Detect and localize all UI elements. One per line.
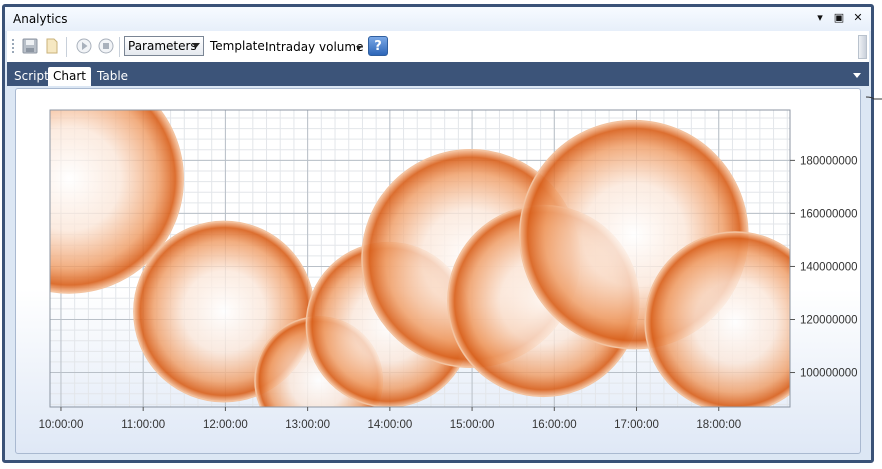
close-icon[interactable]: ✕ [853,11,863,24]
chart-panel: 10:00:00 11:00:00 12:00:00 13:00:00 14:00:00… [15,88,861,454]
toolbar-separator [119,37,120,57]
template-dropdown[interactable]: Intraday volume [265,40,364,54]
tab-menu-icon[interactable] [853,73,861,78]
y-tick-label: 120000000 [800,314,858,326]
analytics-window: Analytics ▾ ▣ ✕ Parameters [2,4,874,463]
parameters-label: Parameters [128,39,197,53]
tab-strip: Script Chart Table [7,62,869,86]
tab-chart[interactable]: Chart [48,67,91,86]
title-bar: Analytics ▾ ▣ ✕ [5,7,871,31]
help-button[interactable]: ? [368,36,388,56]
bubble-point [644,231,790,407]
x-tick-label: 10:00:00 [39,419,84,431]
x-tick-label: 12:00:00 [203,419,248,431]
bubble-chart: 10:00:00 11:00:00 12:00:00 13:00:00 14:00:00… [39,109,858,431]
template-label: Template: [210,39,269,53]
parameters-dropdown[interactable]: Parameters [124,36,204,56]
save-icon[interactable] [21,37,39,55]
toolbar: Parameters Template: Intraday volume ? [7,31,869,62]
leader-line [866,96,882,100]
run-icon[interactable] [75,37,93,55]
template-chevron-icon[interactable] [356,46,362,50]
toolbar-grip[interactable] [12,39,16,53]
x-tick-label: 17:00:00 [614,419,659,431]
x-tick-label: 18:00:00 [696,419,741,431]
bubble-point [50,110,184,294]
open-file-icon[interactable] [43,37,61,55]
maximize-icon[interactable]: ▣ [833,11,845,24]
x-tick-label: 11:00:00 [121,419,165,431]
y-tick-label: 140000000 [800,261,858,273]
y-tick-label: 180000000 [800,155,858,167]
stop-icon[interactable] [97,37,115,55]
x-tick-label: 16:00:00 [532,419,577,431]
chevron-down-icon [192,43,200,48]
plot-area-border [49,109,791,408]
x-tick-label: 14:00:00 [367,419,412,431]
window-title: Analytics [13,12,68,26]
tab-script[interactable]: Script [14,69,49,83]
toolbar-overflow-button[interactable] [858,35,867,59]
toolbar-separator [66,37,67,57]
tab-table[interactable]: Table [97,69,129,83]
x-tick-label: 15:00:00 [450,419,495,431]
dropdown-icon[interactable]: ▾ [817,11,823,24]
y-tick-label: 160000000 [800,208,858,220]
x-tick-label: 13:00:00 [285,419,330,431]
y-tick-label: 100000000 [800,368,858,380]
